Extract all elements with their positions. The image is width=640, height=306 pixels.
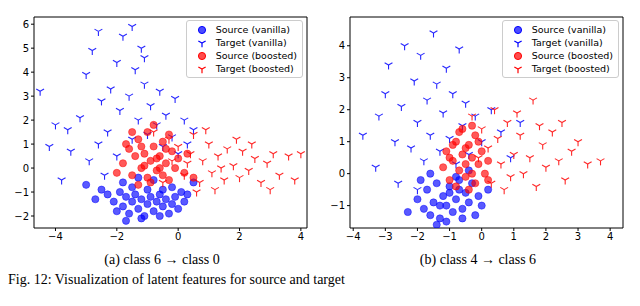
svg-text:6: 6	[23, 19, 29, 30]
svg-text:−2: −2	[410, 231, 425, 242]
svg-text:0: 0	[175, 231, 181, 242]
svg-text:0: 0	[339, 168, 345, 179]
html-text:Target (vanilla): Target (vanilla)	[531, 37, 603, 48]
svg-text:0: 0	[478, 231, 484, 242]
svg-text:−2: −2	[109, 231, 124, 242]
svg-text:4: 4	[607, 231, 613, 242]
svg-text:2: 2	[339, 104, 345, 115]
svg-text:−2: −2	[14, 211, 29, 222]
svg-text:4: 4	[23, 67, 29, 78]
svg-text:4: 4	[298, 231, 304, 242]
svg-text:−1: −1	[330, 200, 345, 211]
html-text:Source (vanilla): Source (vanilla)	[215, 24, 290, 35]
html-text:Source (boosted): Source (boosted)	[215, 50, 297, 61]
html-text:Target (boosted): Target (boosted)	[531, 63, 610, 74]
html-text:(a) class 6 → class 0: (a) class 6 → class 0	[104, 252, 220, 267]
svg-text:3: 3	[23, 91, 29, 102]
svg-text:1: 1	[339, 136, 345, 147]
svg-text:−4: −4	[48, 231, 63, 242]
html-text:Source (boosted): Source (boosted)	[531, 50, 613, 61]
svg-text:4: 4	[339, 40, 345, 51]
html-text:Target (vanilla): Target (vanilla)	[215, 37, 287, 48]
svg-text:3: 3	[575, 231, 581, 242]
svg-text:−1: −1	[14, 187, 29, 198]
svg-text:−3: −3	[378, 231, 393, 242]
svg-text:1: 1	[511, 231, 517, 242]
svg-text:2: 2	[543, 231, 549, 242]
svg-text:1: 1	[23, 139, 29, 150]
svg-text:3: 3	[339, 72, 345, 83]
svg-text:5: 5	[23, 43, 29, 54]
svg-text:2: 2	[23, 115, 29, 126]
html-text:Fig. 12: Visualization of late: Fig. 12: Visualization of latent feature…	[8, 272, 345, 287]
svg-text:0: 0	[23, 163, 29, 174]
svg-text:2: 2	[236, 231, 242, 242]
svg-text:−1: −1	[442, 231, 457, 242]
html-text:Target (boosted): Target (boosted)	[215, 63, 294, 74]
svg-text:−4: −4	[346, 231, 361, 242]
html-text:Source (vanilla): Source (vanilla)	[531, 24, 606, 35]
html-text:(b) class 4 → class 6: (b) class 4 → class 6	[419, 252, 537, 267]
